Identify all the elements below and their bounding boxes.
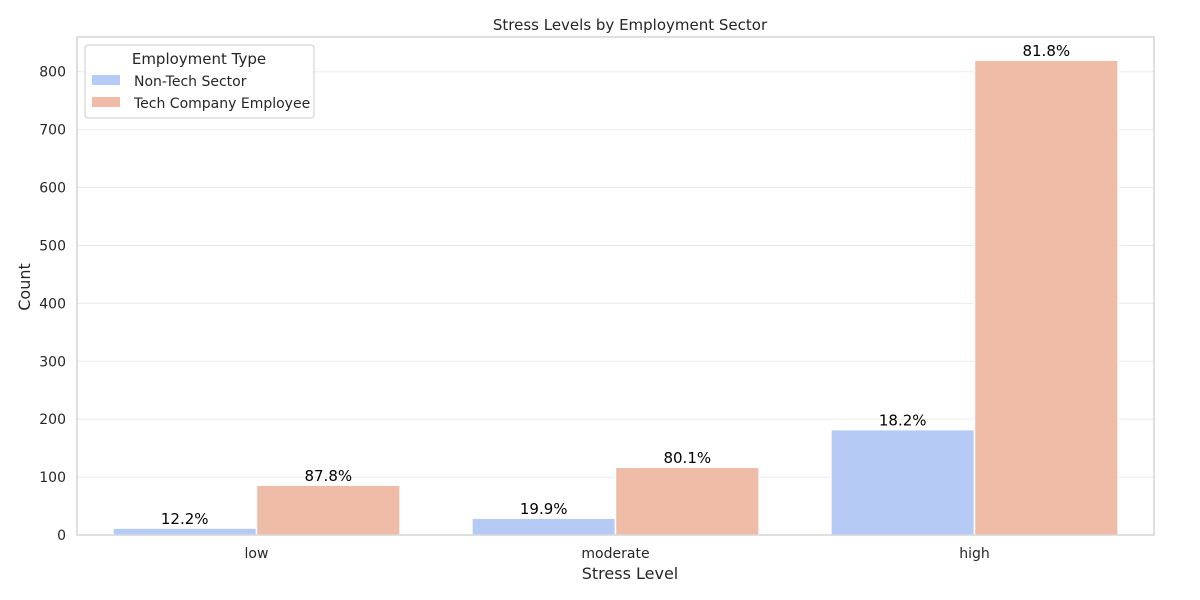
bar-non-tech-moderate [471,517,617,536]
legend-swatch-non-tech [92,75,120,85]
bar-non-tech-low [112,527,258,536]
bar-tech-low [255,484,401,536]
bar-tech-moderate [614,466,760,536]
y-tick-label: 700 [39,123,66,139]
y-tick-label: 100 [39,470,66,486]
bar-labels: 12.2% 87.8% 19.9% 80.1% 18.2% 81.8% [161,42,1070,528]
bar-label-non-tech-moderate: 19.9% [520,500,568,518]
x-tick-label-high: high [959,546,990,562]
x-axis-ticks: low moderate high [245,546,990,562]
y-tick-label: 600 [39,181,66,197]
y-axis-title: Count [15,263,34,311]
bar-label-tech-low: 87.8% [304,467,352,485]
y-tick-label: 400 [39,296,66,312]
y-tick-label: 300 [39,354,66,370]
bar-tech-high [973,59,1119,536]
legend: Employment Type Non-Tech Sector Tech Com… [84,44,315,119]
x-axis-title: Stress Level [582,564,679,583]
legend-label-non-tech: Non-Tech Sector [134,74,247,90]
legend-title: Employment Type [132,50,266,68]
bar-label-non-tech-high: 18.2% [879,412,927,430]
bar-label-tech-high: 81.8% [1022,42,1070,60]
y-axis-ticks: 0 100 200 300 400 500 600 700 800 [39,65,66,544]
y-tick-label: 0 [57,528,66,544]
bar-label-non-tech-low: 12.2% [161,510,209,528]
bar-non-tech-high [830,428,976,536]
y-tick-label: 200 [39,412,66,428]
legend-box [84,44,315,119]
x-tick-label-moderate: moderate [581,546,649,562]
chart-title: Stress Levels by Employment Sector [493,16,768,34]
legend-swatch-tech [92,97,120,107]
y-tick-label: 500 [39,238,66,254]
bars [112,59,1119,536]
plot-frame [76,36,1155,536]
bar-label-tech-moderate: 80.1% [663,449,711,467]
x-tick-label-low: low [245,546,269,562]
y-tick-label: 800 [39,65,66,81]
legend-label-tech: Tech Company Employee [133,96,310,112]
